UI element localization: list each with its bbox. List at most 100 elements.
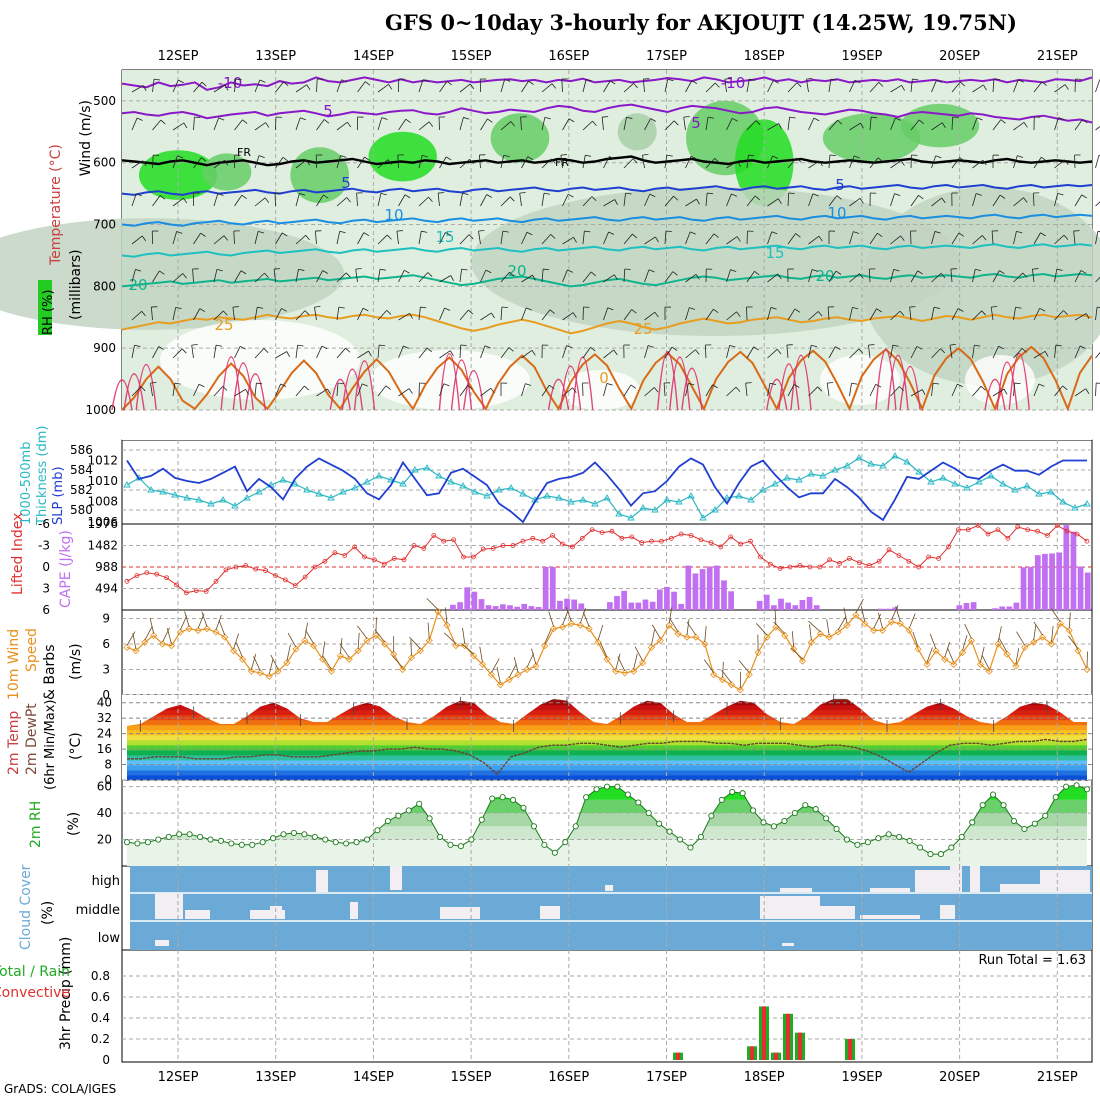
wind-barb-10m	[1033, 624, 1037, 641]
isotherm-35	[111, 379, 133, 411]
wind-barb	[613, 349, 618, 356]
wind-barb	[642, 79, 645, 93]
wind-barb-10m	[132, 633, 137, 649]
wind-barb-10m	[944, 641, 951, 658]
wind-barb	[259, 79, 266, 83]
wind-speed-marker	[843, 621, 851, 629]
lifted-index-marker	[817, 564, 823, 570]
wind-barb	[1032, 268, 1039, 270]
wind-barb	[931, 383, 934, 397]
wind-barb	[685, 349, 696, 359]
wind-barb-10m	[703, 659, 714, 673]
wind-barb	[254, 272, 265, 283]
wind-barb	[1082, 119, 1088, 124]
wind-barb	[1033, 81, 1043, 93]
wind-barb	[1044, 351, 1049, 357]
wind-speed-marker	[541, 642, 549, 650]
wind-barb	[562, 387, 573, 397]
wind-barb	[418, 307, 421, 321]
wind-barb-10m	[997, 626, 1002, 643]
thickness-marker	[915, 468, 923, 475]
wind-barb	[773, 80, 779, 84]
wind-barb	[890, 160, 902, 169]
wind-barb	[623, 83, 634, 93]
wind-barb	[705, 82, 716, 93]
wind-speed-marker	[505, 676, 513, 684]
wind-barb	[387, 159, 392, 165]
wind-barb	[295, 269, 299, 283]
wind-barb	[461, 268, 468, 271]
wind-barb	[1054, 310, 1064, 321]
rh-marker	[374, 827, 381, 834]
cape-bar	[885, 608, 891, 610]
wind-barb	[521, 274, 533, 283]
wind-barb	[439, 307, 445, 321]
wind-barb	[131, 235, 143, 245]
wind-barb	[532, 274, 536, 281]
chart-title: GFS 0~10day 3-hourly for AKJOUJT (14.25W…	[385, 10, 1017, 35]
lifted-index-marker	[292, 583, 298, 589]
upper-dry-area	[370, 350, 530, 410]
lifted-index-marker	[302, 574, 308, 580]
wind-barb	[131, 85, 144, 93]
wind-speed-marker	[1047, 640, 1056, 648]
lifted-index-marker	[421, 545, 427, 551]
wind-barb	[131, 117, 138, 131]
wind-barb	[1023, 122, 1028, 128]
lifted-index-marker	[777, 566, 783, 571]
isotherm-35	[996, 361, 1018, 411]
top-date-label: 16SEP	[548, 49, 589, 64]
wind-barb	[1054, 234, 1065, 245]
wind-barb-10m	[268, 658, 274, 675]
wind-barb	[900, 235, 905, 241]
wind-barb	[918, 195, 924, 200]
isotherm-35	[899, 365, 921, 411]
wind-barb	[254, 383, 257, 397]
wind-barb	[972, 235, 983, 245]
wind-barb-10m	[634, 646, 643, 661]
wind-barb-10m	[126, 631, 136, 646]
wind-tick: 3	[102, 663, 110, 677]
wind-barb	[154, 78, 161, 81]
wind-barb	[172, 197, 184, 207]
wind-barb	[421, 230, 428, 233]
wind-barb	[603, 231, 609, 245]
cape-bar	[1027, 566, 1034, 610]
wind-barb	[592, 120, 597, 126]
wind-barb-10m	[808, 620, 821, 633]
wind-barb-10m	[651, 624, 661, 639]
wind-barb	[572, 387, 577, 393]
wind-speed-marker	[443, 621, 451, 629]
wind-speed-marker	[1065, 626, 1073, 634]
cape-bar	[1056, 552, 1063, 610]
wind-barb	[688, 382, 695, 386]
wind-barb	[949, 343, 956, 346]
wind-barb	[398, 312, 410, 321]
thickness-marker	[423, 464, 431, 471]
wind-barb	[314, 305, 321, 308]
wind-barb	[685, 307, 690, 321]
wind-barb	[1074, 388, 1087, 397]
lifted-index-line	[126, 524, 1088, 594]
rh-marker	[520, 804, 527, 811]
wind-barb	[316, 270, 323, 283]
lifted-index-marker	[936, 556, 941, 561]
wind-speed-marker	[478, 660, 487, 668]
cape-bar	[564, 598, 570, 610]
wind-speed-marker	[532, 662, 540, 670]
rh-marker	[478, 816, 485, 823]
thickness-marker	[639, 504, 647, 511]
wind-speed-marker	[167, 642, 176, 650]
isotherm-label: 5	[691, 114, 701, 132]
wind-barb	[672, 271, 678, 276]
wind-speed-marker	[745, 671, 753, 679]
wind-barb	[240, 270, 247, 275]
wind-barb	[769, 382, 776, 385]
wind-speed-marker	[985, 667, 993, 675]
wind-barb	[1081, 194, 1087, 199]
wind-barb	[357, 350, 369, 359]
thickness-marker	[279, 476, 287, 483]
wind-barb	[664, 120, 675, 131]
wind-barb	[787, 233, 796, 245]
wind-barb	[181, 348, 187, 354]
